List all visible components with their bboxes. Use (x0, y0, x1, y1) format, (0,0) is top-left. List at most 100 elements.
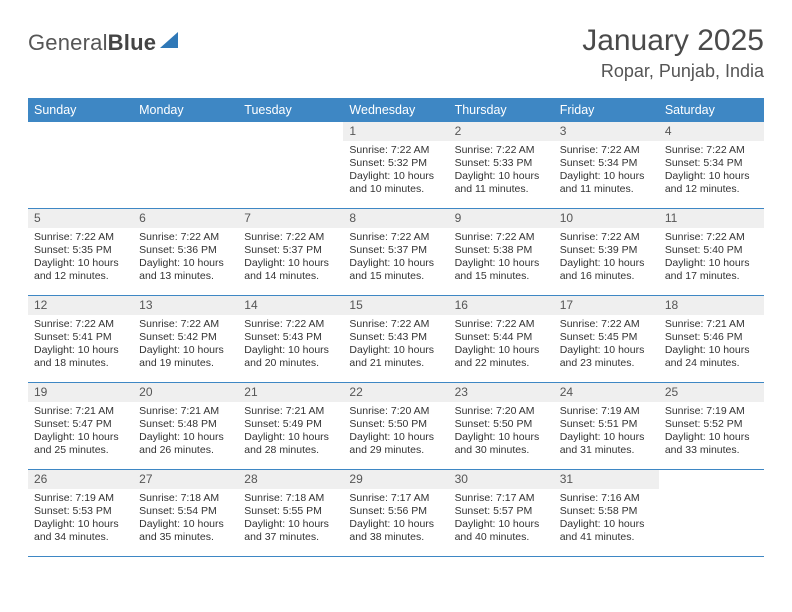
day-day2: and 40 minutes. (455, 531, 548, 544)
day-sunset: Sunset: 5:39 PM (560, 244, 653, 257)
day-day1: Daylight: 10 hours (665, 344, 758, 357)
day-number: 2 (449, 122, 554, 141)
day-sunset: Sunset: 5:48 PM (139, 418, 232, 431)
day-sunrise: Sunrise: 7:22 AM (455, 144, 548, 157)
day-sunrise: Sunrise: 7:22 AM (244, 231, 337, 244)
day-day2: and 15 minutes. (455, 270, 548, 283)
brand-logo: GeneralBlue (28, 24, 178, 56)
day-day1: Daylight: 10 hours (349, 518, 442, 531)
day-sunset: Sunset: 5:50 PM (349, 418, 442, 431)
day-day2: and 11 minutes. (560, 183, 653, 196)
day-number: 14 (238, 296, 343, 315)
day-sunset: Sunset: 5:42 PM (139, 331, 232, 344)
calendar-cell: 24Sunrise: 7:19 AMSunset: 5:51 PMDayligh… (554, 383, 659, 469)
day-sunrise: Sunrise: 7:21 AM (139, 405, 232, 418)
weekday-label: Friday (554, 99, 659, 121)
day-sunrise: Sunrise: 7:21 AM (34, 405, 127, 418)
day-day1: Daylight: 10 hours (34, 431, 127, 444)
day-day2: and 30 minutes. (455, 444, 548, 457)
day-sunset: Sunset: 5:33 PM (455, 157, 548, 170)
day-day1: Daylight: 10 hours (455, 257, 548, 270)
calendar-cell (133, 122, 238, 208)
day-day1: Daylight: 10 hours (34, 344, 127, 357)
day-sunset: Sunset: 5:45 PM (560, 331, 653, 344)
weekday-label: Wednesday (343, 99, 448, 121)
calendar-cell: 22Sunrise: 7:20 AMSunset: 5:50 PMDayligh… (343, 383, 448, 469)
day-sunrise: Sunrise: 7:16 AM (560, 492, 653, 505)
day-sunset: Sunset: 5:47 PM (34, 418, 127, 431)
day-day2: and 17 minutes. (665, 270, 758, 283)
weekday-label: Tuesday (238, 99, 343, 121)
calendar-cell: 11Sunrise: 7:22 AMSunset: 5:40 PMDayligh… (659, 209, 764, 295)
day-sunrise: Sunrise: 7:22 AM (139, 231, 232, 244)
day-day1: Daylight: 10 hours (139, 257, 232, 270)
day-day1: Daylight: 10 hours (244, 431, 337, 444)
calendar-cell: 7Sunrise: 7:22 AMSunset: 5:37 PMDaylight… (238, 209, 343, 295)
day-day2: and 22 minutes. (455, 357, 548, 370)
calendar-body: 1Sunrise: 7:22 AMSunset: 5:32 PMDaylight… (28, 121, 764, 556)
day-day1: Daylight: 10 hours (455, 518, 548, 531)
calendar-cell: 13Sunrise: 7:22 AMSunset: 5:42 PMDayligh… (133, 296, 238, 382)
day-day2: and 19 minutes. (139, 357, 232, 370)
calendar-cell (659, 470, 764, 556)
day-number: 29 (343, 470, 448, 489)
calendar-cell: 25Sunrise: 7:19 AMSunset: 5:52 PMDayligh… (659, 383, 764, 469)
day-day1: Daylight: 10 hours (34, 257, 127, 270)
weekday-label: Monday (133, 99, 238, 121)
day-sunset: Sunset: 5:50 PM (455, 418, 548, 431)
calendar-cell: 23Sunrise: 7:20 AMSunset: 5:50 PMDayligh… (449, 383, 554, 469)
day-day2: and 20 minutes. (244, 357, 337, 370)
day-day2: and 37 minutes. (244, 531, 337, 544)
calendar-cell: 20Sunrise: 7:21 AMSunset: 5:48 PMDayligh… (133, 383, 238, 469)
day-details: Sunrise: 7:17 AMSunset: 5:57 PMDaylight:… (449, 489, 554, 549)
day-sunrise: Sunrise: 7:22 AM (349, 144, 442, 157)
day-details: Sunrise: 7:22 AMSunset: 5:35 PMDaylight:… (28, 228, 133, 288)
calendar-cell: 31Sunrise: 7:16 AMSunset: 5:58 PMDayligh… (554, 470, 659, 556)
calendar-cell: 6Sunrise: 7:22 AMSunset: 5:36 PMDaylight… (133, 209, 238, 295)
calendar-cell: 17Sunrise: 7:22 AMSunset: 5:45 PMDayligh… (554, 296, 659, 382)
day-sunrise: Sunrise: 7:22 AM (244, 318, 337, 331)
day-sunset: Sunset: 5:55 PM (244, 505, 337, 518)
day-sunrise: Sunrise: 7:21 AM (244, 405, 337, 418)
calendar-cell: 29Sunrise: 7:17 AMSunset: 5:56 PMDayligh… (343, 470, 448, 556)
day-details: Sunrise: 7:19 AMSunset: 5:52 PMDaylight:… (659, 402, 764, 462)
day-number: 22 (343, 383, 448, 402)
day-day2: and 10 minutes. (349, 183, 442, 196)
day-sunset: Sunset: 5:38 PM (455, 244, 548, 257)
day-sunset: Sunset: 5:56 PM (349, 505, 442, 518)
day-sunrise: Sunrise: 7:22 AM (560, 144, 653, 157)
day-sunrise: Sunrise: 7:20 AM (455, 405, 548, 418)
calendar: SundayMondayTuesdayWednesdayThursdayFrid… (28, 98, 764, 557)
day-day2: and 29 minutes. (349, 444, 442, 457)
day-details: Sunrise: 7:22 AMSunset: 5:43 PMDaylight:… (238, 315, 343, 375)
day-day2: and 12 minutes. (665, 183, 758, 196)
day-sunrise: Sunrise: 7:22 AM (349, 231, 442, 244)
calendar-cell: 8Sunrise: 7:22 AMSunset: 5:37 PMDaylight… (343, 209, 448, 295)
day-details: Sunrise: 7:19 AMSunset: 5:51 PMDaylight:… (554, 402, 659, 462)
day-sunrise: Sunrise: 7:22 AM (34, 231, 127, 244)
day-sunset: Sunset: 5:57 PM (455, 505, 548, 518)
weekday-label: Saturday (659, 99, 764, 121)
calendar-cell: 4Sunrise: 7:22 AMSunset: 5:34 PMDaylight… (659, 122, 764, 208)
day-number: 25 (659, 383, 764, 402)
calendar-cell: 27Sunrise: 7:18 AMSunset: 5:54 PMDayligh… (133, 470, 238, 556)
calendar-cell: 16Sunrise: 7:22 AMSunset: 5:44 PMDayligh… (449, 296, 554, 382)
calendar-cell: 1Sunrise: 7:22 AMSunset: 5:32 PMDaylight… (343, 122, 448, 208)
day-number: 3 (554, 122, 659, 141)
day-details: Sunrise: 7:22 AMSunset: 5:34 PMDaylight:… (554, 141, 659, 201)
day-day2: and 21 minutes. (349, 357, 442, 370)
day-day1: Daylight: 10 hours (665, 431, 758, 444)
day-details: Sunrise: 7:19 AMSunset: 5:53 PMDaylight:… (28, 489, 133, 549)
day-number: 16 (449, 296, 554, 315)
day-sunset: Sunset: 5:36 PM (139, 244, 232, 257)
day-details: Sunrise: 7:21 AMSunset: 5:49 PMDaylight:… (238, 402, 343, 462)
day-number: 27 (133, 470, 238, 489)
day-sunset: Sunset: 5:49 PM (244, 418, 337, 431)
day-details: Sunrise: 7:22 AMSunset: 5:41 PMDaylight:… (28, 315, 133, 375)
day-details: Sunrise: 7:22 AMSunset: 5:39 PMDaylight:… (554, 228, 659, 288)
day-sunset: Sunset: 5:46 PM (665, 331, 758, 344)
calendar-cell: 10Sunrise: 7:22 AMSunset: 5:39 PMDayligh… (554, 209, 659, 295)
day-day1: Daylight: 10 hours (349, 170, 442, 183)
day-number: 18 (659, 296, 764, 315)
day-day2: and 15 minutes. (349, 270, 442, 283)
